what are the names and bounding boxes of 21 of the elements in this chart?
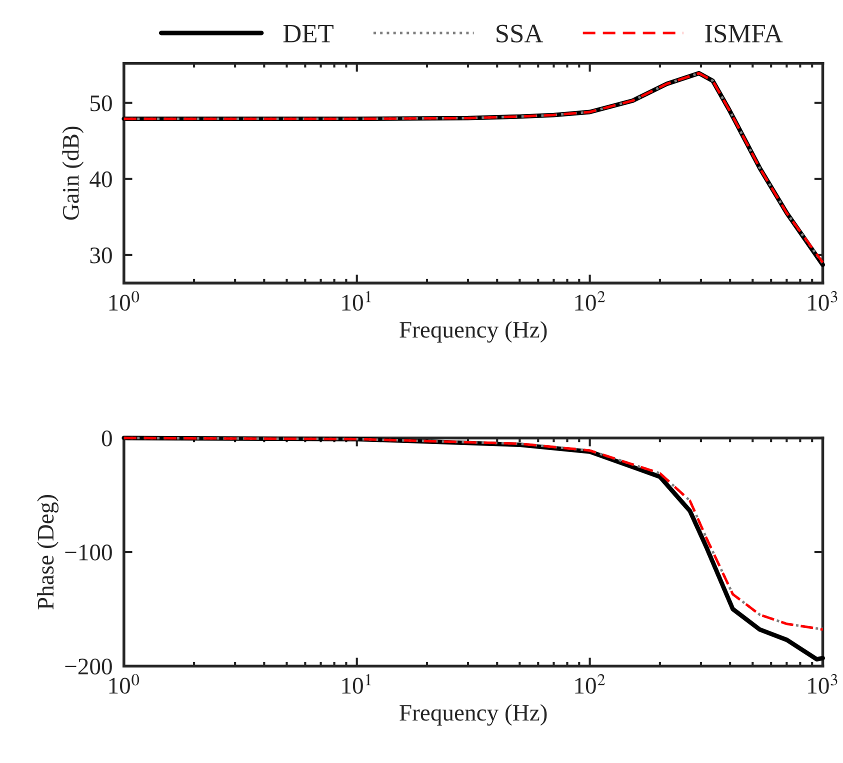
x-tick-label: 10$^{1}$ (342, 674, 371, 694)
x-tick-label: 10$^{2}$ (575, 674, 605, 694)
x-tick-label: 10$^{3}$ (808, 290, 838, 311)
y-tick-label: 0 (102, 430, 112, 446)
y-axis-title: Gain (dB) (62, 126, 84, 220)
x-tick-label: 10$^{3}$ (808, 674, 838, 694)
x-tick-label: 10$^{0}$ (109, 290, 140, 311)
y-tick-label: 30 (90, 247, 112, 264)
x-axis-title: Frequency (Hz) (400, 321, 547, 343)
x-tick-label: 10$^{0}$ (109, 674, 140, 694)
legend-label: ISMFA (705, 24, 783, 42)
y-tick-label: 50 (90, 95, 112, 112)
y-axis-title: Phase (Deg) (37, 495, 59, 610)
legend-label: DET (283, 24, 334, 42)
x-tick-label: 10$^{1}$ (342, 290, 371, 311)
x-axis-title: Frequency (Hz) (400, 704, 547, 726)
y-tick-label: −200 (65, 658, 112, 675)
x-tick-label: 10$^{2}$ (575, 290, 605, 311)
y-tick-label: −100 (65, 544, 112, 560)
y-tick-label: 40 (90, 171, 112, 188)
legend-label: SSA (496, 24, 544, 42)
